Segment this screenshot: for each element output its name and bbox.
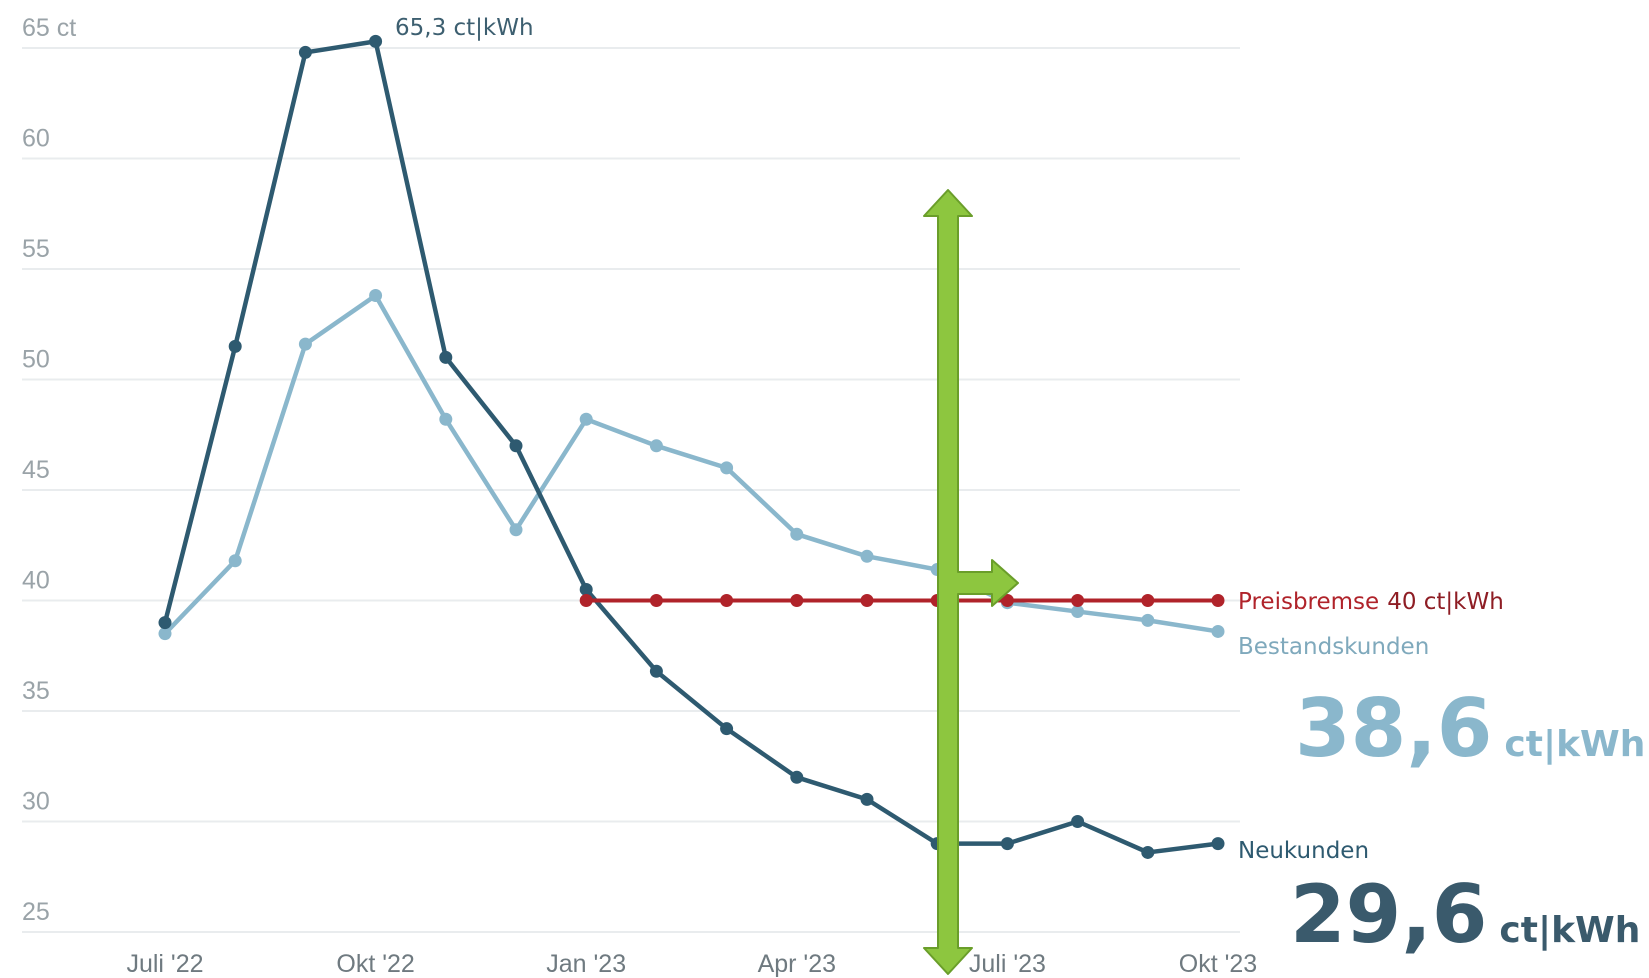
data-point-neukunden <box>298 45 312 59</box>
preisbremse-label: Preisbremse 40 ct|kWh <box>1238 589 1504 615</box>
x-tick-label: Okt '22 <box>336 950 414 978</box>
data-point-preisbremse <box>1141 594 1155 607</box>
data-point-bestandskunden <box>298 337 312 351</box>
data-point-neukunden <box>228 339 242 353</box>
x-tick-label: Jan '23 <box>546 950 626 978</box>
data-point-preisbremse <box>1000 594 1014 607</box>
bestand-label: Bestandskunden <box>1238 634 1429 660</box>
y-tick-label: 25 <box>22 898 50 926</box>
data-point-bestandskunden <box>790 527 804 541</box>
preisbremse-value: 40 ct|kWh <box>1387 589 1504 615</box>
neu-unit: ct|kWh <box>1499 910 1640 951</box>
y-tick-label: 50 <box>22 346 50 374</box>
y-tick-label: 55 <box>22 235 50 263</box>
neu-value: 29,6 <box>1290 868 1487 961</box>
data-point-bestandskunden <box>579 412 593 426</box>
data-point-neukunden <box>369 34 383 48</box>
x-axis-ticks: Juli '22 Okt '22 Jan '23 Apr '23 Juli '23 Okt… <box>126 950 1257 978</box>
data-point-bestandskunden <box>860 549 874 563</box>
data-point-neukunden <box>790 770 804 784</box>
peak-label: 65,3 ct|kWh <box>395 15 534 41</box>
data-point-bestandskunden <box>649 439 663 453</box>
data-point-neukunden <box>158 616 172 630</box>
data-point-neukunden <box>439 350 453 364</box>
data-point-neukunden <box>860 792 874 806</box>
y-tick-label: 65 ct <box>22 14 76 42</box>
x-tick-label: Apr '23 <box>758 950 836 978</box>
bestand-big-value: 38,6 ct|kWh <box>1295 682 1645 775</box>
data-point-preisbremse <box>579 594 593 607</box>
data-point-neukunden <box>649 664 663 678</box>
data-point-bestandskunden <box>1141 613 1155 627</box>
y-tick-label: 30 <box>22 788 50 816</box>
data-point-bestandskunden <box>1211 624 1225 638</box>
data-point-neukunden <box>579 582 593 596</box>
y-tick-label: 60 <box>22 125 50 153</box>
y-tick-label: 40 <box>22 567 50 595</box>
data-point-preisbremse <box>1071 594 1085 607</box>
data-point-bestandskunden <box>720 461 734 475</box>
y-tick-label: 35 <box>22 677 50 705</box>
data-point-bestandskunden <box>439 412 453 426</box>
neu-big-value: 29,6 ct|kWh <box>1290 868 1640 961</box>
data-point-neukunden <box>1071 815 1085 828</box>
data-point-bestandskunden <box>1071 605 1085 619</box>
data-point-bestandskunden <box>158 627 172 641</box>
green-double-arrow <box>923 189 1019 975</box>
data-point-neukunden <box>1141 845 1155 859</box>
y-tick-label: 45 <box>22 456 50 484</box>
y-axis-ticks: 25 30 35 40 45 50 55 60 65 ct <box>22 14 76 926</box>
bestand-unit: ct|kWh <box>1504 724 1645 765</box>
neu-label: Neukunden <box>1238 838 1369 864</box>
data-point-bestandskunden <box>509 523 523 537</box>
data-point-bestandskunden <box>228 554 242 568</box>
data-point-preisbremse <box>860 594 874 607</box>
grid-lines <box>22 47 1240 933</box>
preisbremse-name: Preisbremse <box>1238 589 1379 615</box>
bestand-value: 38,6 <box>1295 682 1492 775</box>
series-line-bestandskunden <box>162 293 1221 636</box>
data-point-neukunden <box>720 722 734 736</box>
data-point-neukunden <box>509 439 523 453</box>
data-point-neukunden <box>1211 837 1225 851</box>
x-tick-label: Okt '23 <box>1179 950 1257 978</box>
data-point-preisbremse <box>720 594 734 607</box>
data-point-preisbremse <box>790 594 804 607</box>
data-point-bestandskunden <box>369 289 383 303</box>
data-point-preisbremse <box>1211 594 1225 607</box>
series-line-neukunden <box>162 39 1221 855</box>
x-tick-label: Juli '22 <box>126 950 203 978</box>
data-point-preisbremse <box>649 594 663 607</box>
data-point-neukunden <box>1000 837 1014 851</box>
x-tick-label: Juli '23 <box>969 950 1046 978</box>
green-arrow-shape <box>923 189 1019 975</box>
